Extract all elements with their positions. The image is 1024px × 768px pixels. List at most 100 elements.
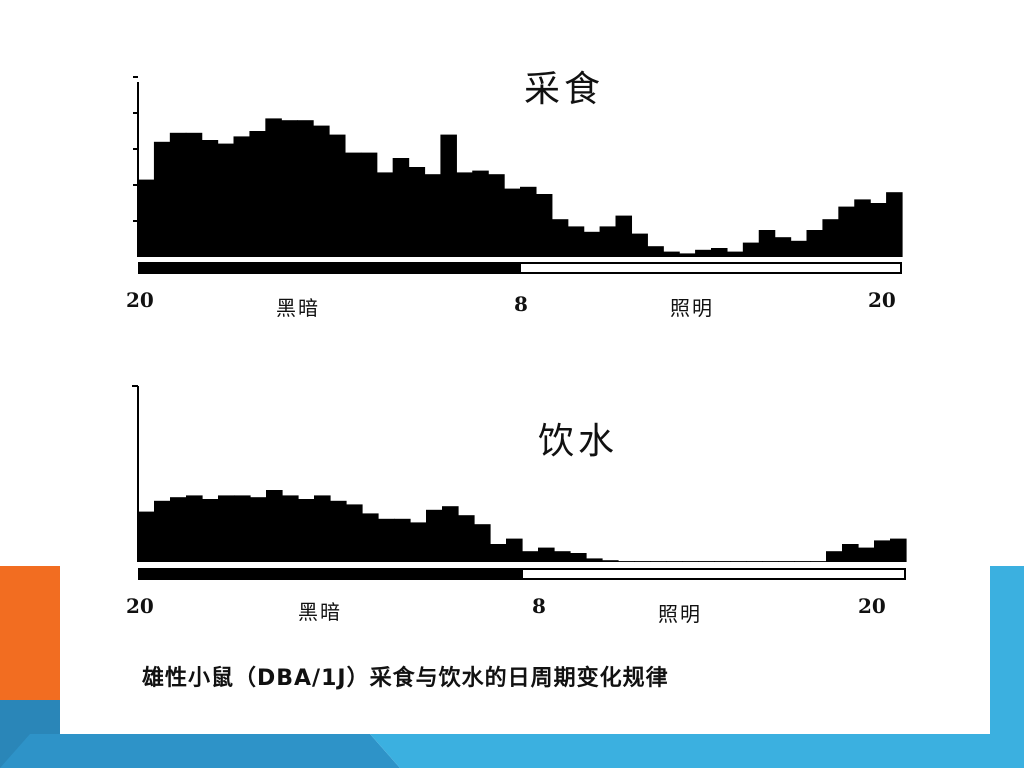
data-bar (314, 495, 331, 562)
data-bar (488, 174, 505, 257)
data-bar (870, 203, 887, 257)
circadian-charts (132, 76, 907, 580)
x-tick-label-mid: 8 (514, 292, 528, 316)
data-bar (456, 172, 473, 257)
data-bar (234, 495, 251, 562)
data-bar (666, 561, 683, 562)
data-bar (790, 240, 808, 257)
data-bar (249, 131, 266, 257)
data-bar (376, 172, 394, 257)
data-bar (408, 167, 426, 257)
data-bar (329, 134, 346, 257)
data-bar (344, 152, 362, 257)
data-bar (442, 506, 459, 562)
data-bar (806, 230, 824, 257)
chart-title-drinking: 饮水 (538, 421, 619, 462)
data-bar (233, 136, 251, 257)
data-bar (586, 558, 603, 562)
dark-phase-bar (138, 568, 522, 580)
data-bar (599, 226, 617, 257)
data-bar (153, 141, 171, 257)
data-bar (201, 140, 219, 257)
data-bar (360, 152, 378, 257)
data-bar (711, 248, 728, 257)
data-bar (826, 551, 843, 562)
data-bar (615, 215, 633, 257)
x-tick-label-start: 20 (126, 594, 154, 618)
data-bar (282, 495, 299, 562)
data-bar (778, 561, 795, 562)
data-bar (634, 561, 651, 562)
x-tick-label-mid: 8 (532, 594, 546, 618)
data-bar (185, 132, 203, 257)
data-bar (602, 560, 619, 562)
data-bar (218, 495, 235, 562)
data-bar (794, 561, 811, 562)
orange-corner-shape (0, 566, 60, 734)
data-bar (394, 518, 411, 562)
data-bar (618, 561, 635, 562)
data-bar (169, 132, 187, 257)
data-bar (810, 561, 827, 562)
data-bar (266, 490, 283, 562)
data-bar (346, 504, 363, 562)
data-bar (695, 249, 712, 257)
data-bar (698, 561, 715, 562)
data-bar (522, 551, 539, 562)
data-bar (838, 206, 855, 257)
data-bar (217, 143, 235, 257)
data-bar (410, 522, 427, 562)
data-bar (250, 497, 267, 562)
data-bar (362, 513, 379, 562)
data-bar (458, 515, 475, 562)
data-bar (313, 125, 330, 257)
data-bar (567, 226, 585, 257)
data-bar (631, 233, 648, 257)
data-bar (679, 253, 696, 257)
data-bar (520, 186, 537, 257)
data-bar (650, 561, 667, 562)
x-tick-label-end: 20 (858, 594, 886, 618)
data-bar (281, 120, 298, 257)
data-bar (138, 511, 155, 562)
data-bar (330, 500, 347, 562)
data-bar (551, 219, 569, 257)
light-phase-bar (521, 568, 906, 580)
data-bar (298, 499, 315, 562)
figure-caption: 雄性小鼠（DBA/1J）采食与饮水的日周期变化规律 (142, 666, 669, 691)
data-bar (265, 118, 282, 258)
data-bar (758, 230, 776, 257)
data-bar (535, 194, 553, 257)
data-bar (186, 495, 203, 562)
phase-label-light: 照明 (658, 602, 702, 626)
data-bar (440, 134, 457, 257)
data-bar (762, 561, 779, 562)
data-bar (647, 246, 664, 257)
x-tick-label-end: 20 (868, 288, 896, 312)
phase-label-dark: 黑暗 (276, 296, 320, 320)
data-bar (170, 497, 187, 562)
data-bar (746, 561, 763, 562)
data-bar (506, 538, 523, 562)
data-bar (474, 524, 491, 562)
data-bar (663, 251, 680, 257)
figure-card: 采食 20 黑暗 8 照明 20 饮水 20 黑暗 8 照明 20 雄性小鼠（D… (60, 34, 990, 734)
data-bar (297, 120, 314, 257)
data-bar (726, 251, 744, 257)
data-bar (774, 237, 792, 257)
data-bar (890, 538, 907, 562)
data-bar (842, 544, 859, 562)
phase-label-dark: 黑暗 (298, 600, 342, 624)
data-bar (730, 561, 747, 562)
data-bar (583, 231, 601, 257)
blue-bottom-left-shape (0, 734, 400, 768)
data-bar (854, 199, 871, 257)
data-bar (490, 544, 507, 562)
dark-phase-bar (138, 262, 520, 274)
blue-right-shape (990, 566, 1024, 768)
data-bar (138, 179, 155, 257)
data-bar (742, 242, 760, 257)
data-bar (426, 509, 443, 562)
data-bar (202, 499, 219, 562)
